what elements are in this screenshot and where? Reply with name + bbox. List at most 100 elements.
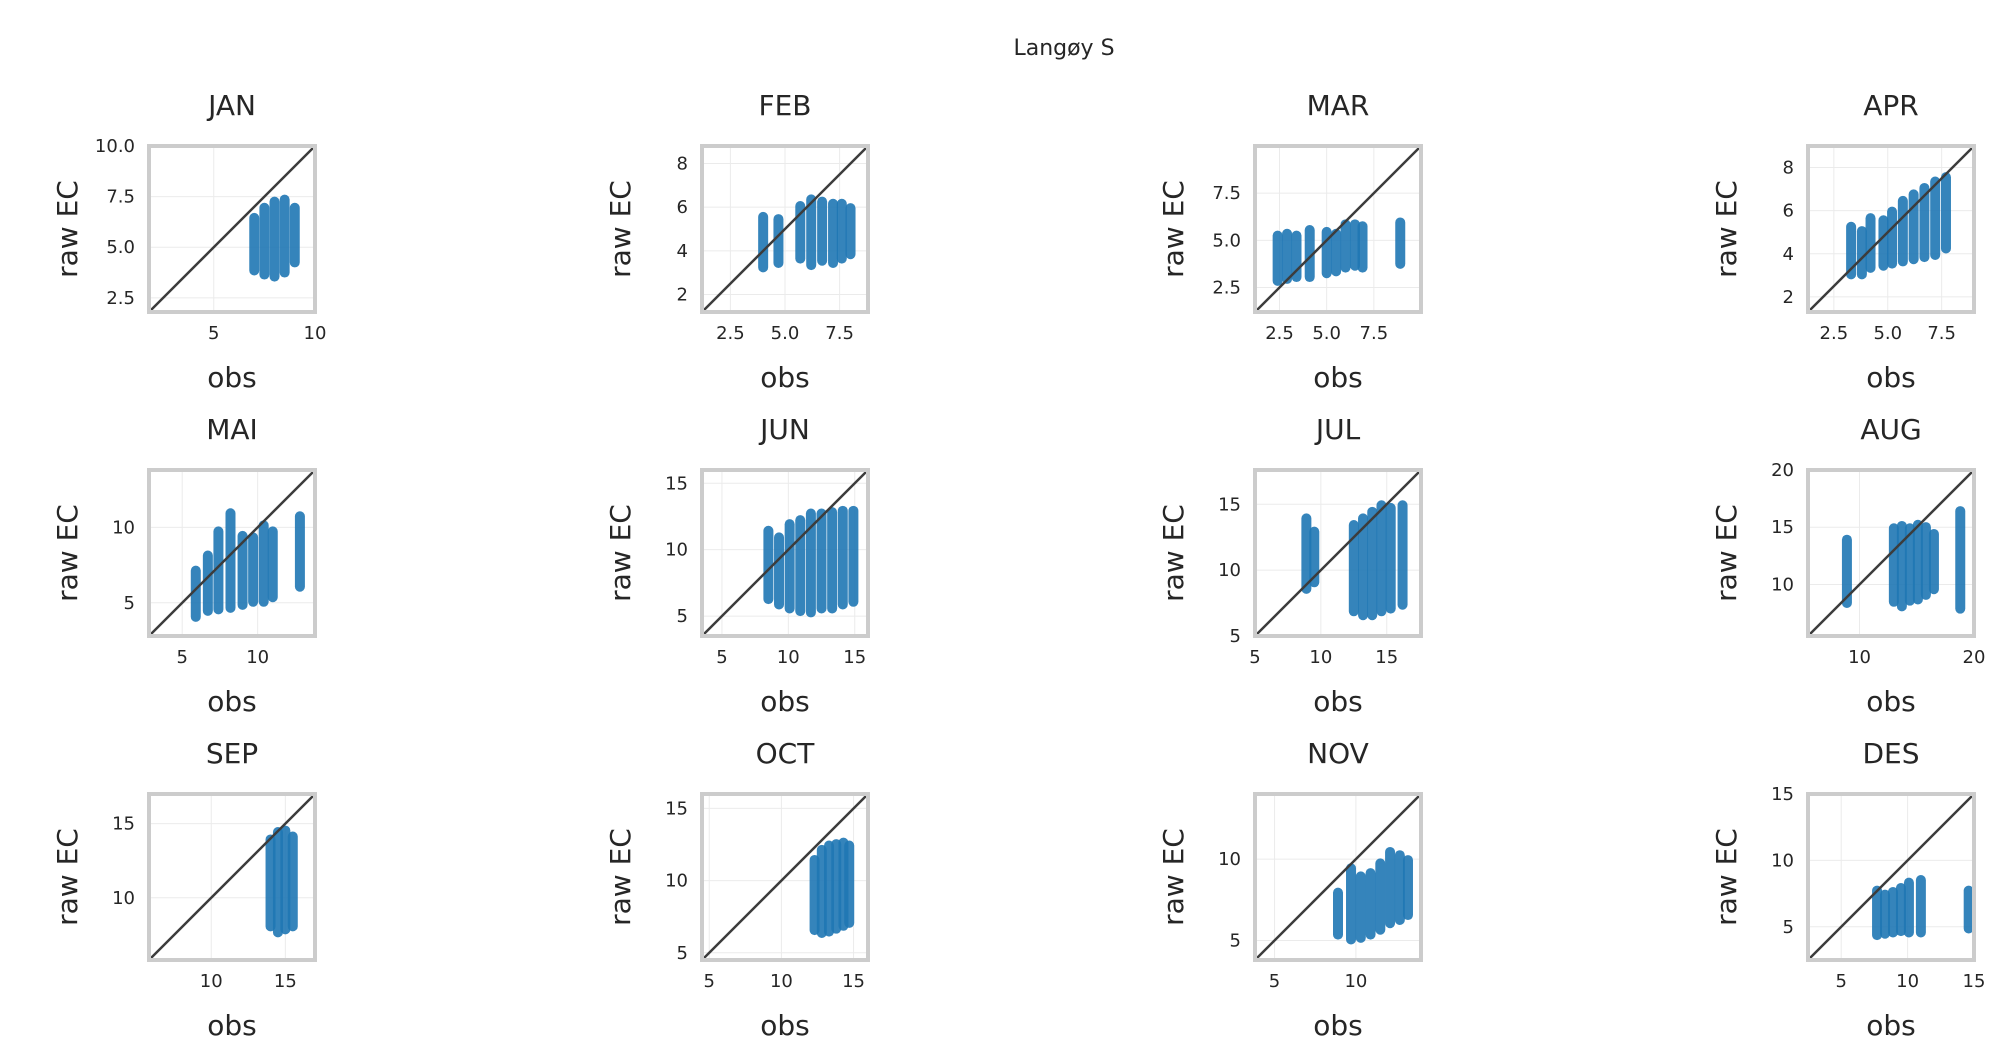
x-tick-label: 5 [703,971,714,992]
series-points [1841,506,1966,614]
figure-suptitle: Langøy S [1013,36,1114,61]
x-tick-label: 5 [208,323,219,344]
point-cluster [1304,225,1315,283]
x-axis-label: obs [207,685,257,718]
panel-jan: 5 10 2.5 5.0 7.5 10.0 JAN obs raw EC [51,89,326,394]
point-cluster [1880,889,1891,939]
point-cluster [1912,519,1923,605]
y-axis-label: raw EC [1710,180,1743,278]
panel-title: APR [1863,89,1919,122]
y-tick-label: 4 [1783,244,1794,265]
point-cluster [267,526,278,603]
identity-line [701,793,869,961]
point-cluster [1856,226,1867,280]
y-tick-label: 5.0 [106,237,135,258]
identity-line [1254,793,1422,961]
point-cluster [1887,886,1898,938]
y-tick-label: 6 [677,197,688,218]
panel-des: 5 10 15 5 10 15 DES obs raw EC [1710,737,1985,1042]
point-cluster [1920,522,1931,600]
point-cluster [289,202,300,268]
x-tick-label: 5 [176,647,187,668]
point-cluster [1375,858,1386,935]
y-tick-label: 15 [665,473,688,494]
y-tick-label: 20 [1771,460,1794,481]
x-tick-label: 5 [1835,971,1846,992]
y-axis-label: raw EC [1157,180,1190,278]
panel-sep: 10 15 10 15 SEP obs raw EC [51,737,317,1042]
point-cluster [1272,230,1283,286]
point-cluster [1888,523,1899,607]
x-tick-label: 20 [1963,647,1986,668]
identity-line [1254,145,1422,313]
point-cluster [1376,500,1387,617]
point-cluster [763,525,774,605]
point-cluster [1321,226,1332,279]
x-tick-label: 10 [1344,971,1367,992]
y-tick-label: 5 [677,943,688,964]
y-tick-label: 5 [124,593,135,614]
panel-title: MAI [206,413,258,446]
x-tick-label: 10 [770,971,793,992]
point-cluster [1887,206,1898,269]
point-cluster [845,203,856,260]
point-cluster [287,831,298,932]
point-cluster [249,212,260,276]
y-tick-label: 8 [677,153,688,174]
y-tick-label: 10 [1218,560,1241,581]
point-cluster [1930,176,1941,260]
x-tick-label: 2.5 [1265,323,1294,344]
y-tick-label: 5.0 [1212,230,1241,251]
point-cluster [848,505,859,607]
y-tick-label: 10 [1218,849,1241,870]
axes-frame [1806,468,1976,638]
point-cluster [1903,877,1914,938]
y-tick-label: 2 [1783,287,1794,308]
y-tick-label: 2.5 [106,288,135,309]
x-tick-label: 5 [1269,971,1280,992]
point-cluster [1878,215,1889,271]
panels-grid: 5 10 2.5 5.0 7.5 10.0 JAN obs raw EC 2.5 5.0 7.5 2 4 6… [51,89,1985,1042]
point-cluster [1963,885,1974,934]
x-axis-label: obs [207,361,257,394]
point-cluster [1395,217,1406,269]
x-axis-label: obs [760,361,810,394]
point-cluster [816,508,827,614]
axes-frame [700,468,870,638]
x-tick-label: 7.5 [1360,323,1389,344]
x-tick-label: 10 [246,647,269,668]
point-cluster [837,505,848,610]
point-cluster [1397,500,1408,610]
y-tick-label: 7.5 [106,187,135,208]
series-points [809,837,855,939]
point-cluster [795,515,806,617]
x-tick-label: 10 [777,647,800,668]
point-cluster [1357,221,1368,273]
x-tick-label: 5.0 [1312,323,1341,344]
x-tick-label: 15 [843,647,866,668]
panel-apr: 2.5 5.0 7.5 2 4 6 8 APR obs raw EC [1710,89,1976,394]
axes-frame [1253,144,1423,314]
x-tick-label: 10 [1896,971,1919,992]
panel-title: SEP [206,737,258,770]
x-axis-label: obs [1866,1009,1916,1042]
x-tick-label: 7.5 [1927,323,1956,344]
y-tick-label: 2 [677,285,688,306]
y-tick-label: 10 [1771,574,1794,595]
point-cluster [1919,182,1930,263]
x-tick-label: 5.0 [1873,323,1902,344]
point-cluster [1865,213,1876,273]
point-cluster [844,840,855,928]
y-tick-label: 8 [1783,158,1794,179]
point-cluster [1282,228,1293,284]
x-tick-label: 5 [1249,647,1260,668]
panel-mar: 2.5 5.0 7.5 2.5 5.0 7.5 MAR obs raw EC [1157,89,1423,394]
point-cluster [1367,506,1378,621]
y-tick-label: 6 [1783,201,1794,222]
point-cluster [774,532,785,610]
point-cluster [202,550,213,616]
point-cluster [1928,528,1939,595]
point-cluster [828,198,839,268]
y-tick-label: 10 [665,871,688,892]
identity-line [1807,469,1975,637]
